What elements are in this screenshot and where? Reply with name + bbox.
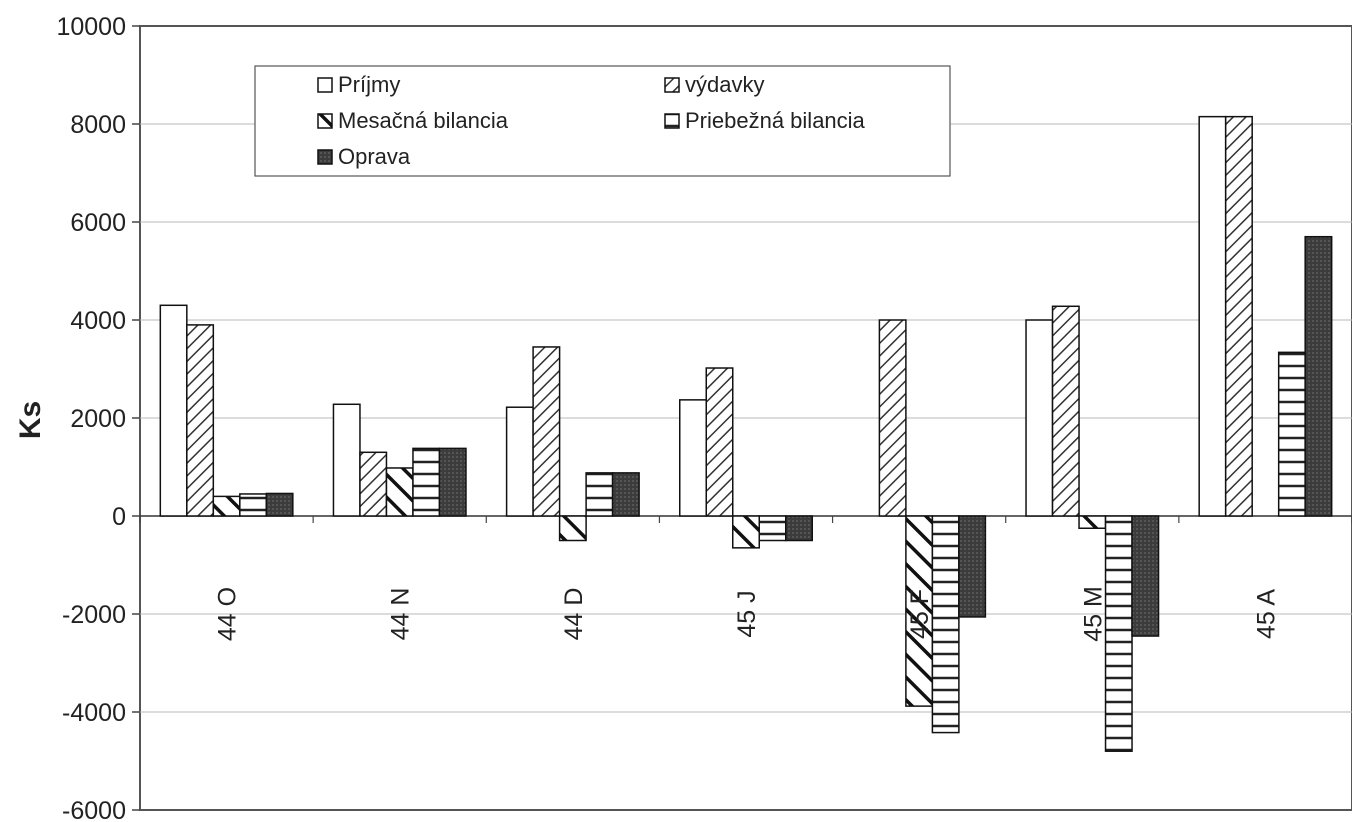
x-tick-label: 45 J <box>733 590 761 637</box>
y-tick-label: -4000 <box>62 699 126 727</box>
x-axis-labels: 44 O 44 N 44 D 45 J 45 F 45 M 45 A <box>214 586 1281 642</box>
legend-label: Oprava <box>338 144 411 169</box>
bar-diag-light <box>705 367 734 517</box>
legend-swatch <box>664 113 680 129</box>
bars <box>159 115 1333 752</box>
legend: Príjmy výdavky Mesačná bilancia Priebežná b… <box>254 65 951 177</box>
bar-diag-light <box>359 451 388 517</box>
bar-solid-dark <box>1131 515 1160 637</box>
bar-horizontal <box>412 447 441 517</box>
bar-diag-light <box>186 324 215 517</box>
x-axis-ticks <box>139 516 1352 523</box>
bar-diag-light <box>878 319 907 517</box>
bar-solid-dark <box>958 515 987 618</box>
bar-diag-light <box>532 346 561 517</box>
y-tick-label: 6000 <box>70 209 126 237</box>
legend-label: Priebežná bilancia <box>685 108 866 133</box>
legend-label: výdavky <box>685 72 764 97</box>
x-tick-label: 45 F <box>906 589 934 639</box>
bar-diag-bold <box>905 515 934 707</box>
bar-white <box>679 399 707 517</box>
bar-solid-dark <box>438 447 467 517</box>
x-tick-label: 44 O <box>214 587 242 641</box>
legend-swatch <box>317 77 333 93</box>
bar-white <box>1025 319 1054 517</box>
bar-diag-light <box>1051 305 1080 517</box>
y-tick-label: 0 <box>112 503 126 531</box>
bar-horizontal <box>758 515 787 542</box>
x-tick-label: 44 D <box>560 588 588 641</box>
x-tick-label: 44 N <box>387 588 415 641</box>
bar-white <box>1198 115 1227 517</box>
bar-diag-bold <box>558 515 587 542</box>
y-axis: -6000 -4000 -2000 0 2000 4000 6000 8000 10000 <box>56 13 140 822</box>
y-tick-label: 10000 <box>56 13 126 41</box>
y-tick-label: -6000 <box>62 797 126 822</box>
bar-horizontal <box>239 493 268 517</box>
bar-white <box>159 304 188 517</box>
legend-box <box>254 65 951 177</box>
bar-diag-bold <box>385 467 414 517</box>
x-tick-label: 45 M <box>1079 586 1107 642</box>
y-tick-label: 8000 <box>70 111 126 139</box>
x-tick-label: 45 A <box>1252 589 1280 639</box>
bar-horizontal <box>1104 515 1133 752</box>
bar-solid-dark <box>265 492 294 517</box>
bar-diag-light <box>1224 115 1253 517</box>
bar-horizontal <box>1277 351 1306 517</box>
bar-white <box>332 403 361 517</box>
y-axis-label: Ks <box>14 401 47 439</box>
bar-diag-bold <box>732 515 760 549</box>
bar-solid-dark <box>1304 235 1333 517</box>
bar-solid-dark <box>785 515 813 542</box>
bar-horizontal <box>585 472 614 517</box>
legend-swatch <box>317 149 333 165</box>
bar-diag-bold <box>1078 515 1107 529</box>
legend-swatch <box>664 77 680 93</box>
y-tick-label: -2000 <box>62 601 126 629</box>
bar-white <box>505 406 534 517</box>
bar-solid-dark <box>611 472 640 517</box>
legend-swatch <box>317 113 333 129</box>
legend-label: Príjmy <box>338 72 400 97</box>
y-tick-label: 2000 <box>70 405 126 433</box>
legend-label: Mesačná bilancia <box>338 108 509 133</box>
bar-horizontal <box>931 515 960 734</box>
bar-diag-bold <box>212 495 241 517</box>
y-tick-label: 4000 <box>70 307 126 335</box>
